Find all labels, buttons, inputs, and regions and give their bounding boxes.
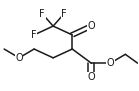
Text: O: O	[15, 53, 23, 63]
Text: F: F	[61, 9, 67, 19]
Text: F: F	[39, 9, 45, 19]
Text: O: O	[87, 72, 95, 82]
Text: O: O	[107, 58, 114, 68]
Text: F: F	[31, 30, 37, 40]
Text: O: O	[87, 21, 95, 31]
